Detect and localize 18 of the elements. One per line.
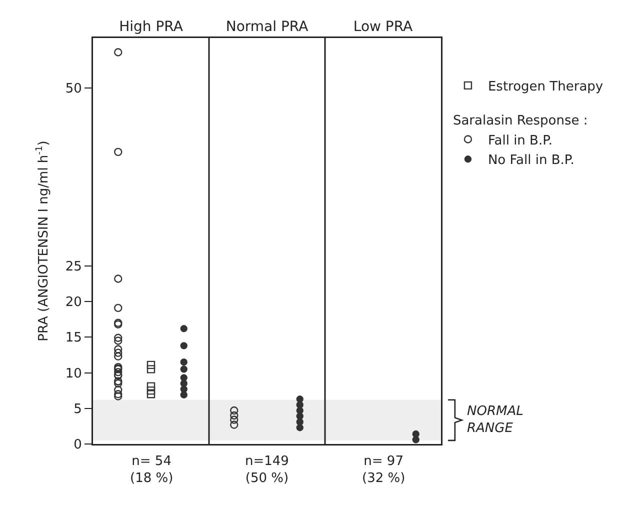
text: n= 97 (32 %) [362, 454, 406, 486]
y-tick-label: 25 [65, 259, 82, 274]
y-tick-label: 50 [65, 81, 82, 96]
y-tick-label: 0 [74, 438, 82, 453]
band-label: NORMAL RANGE [467, 404, 524, 436]
x-tick-label: Normal PRA [226, 18, 309, 35]
legend-label: Estrogen Therapy [488, 80, 604, 94]
y-tick-label: 10 [65, 366, 82, 382]
text: n=149 (50 %) [245, 454, 289, 486]
legend-label: No Fall in B.P. [488, 153, 574, 168]
y-tick-label: 20 [65, 295, 82, 310]
x-tick-label: High PRA [119, 18, 184, 35]
y-tick-label: 5 [74, 402, 82, 417]
y-tick-label: 15 [65, 330, 82, 346]
legend-label: Fall in B.P. [488, 133, 553, 148]
legend-title: Saralasin Response : [452, 113, 588, 128]
text: n= 54 (18 %) [130, 454, 174, 486]
x-tick-label: Low PRA [353, 18, 414, 35]
